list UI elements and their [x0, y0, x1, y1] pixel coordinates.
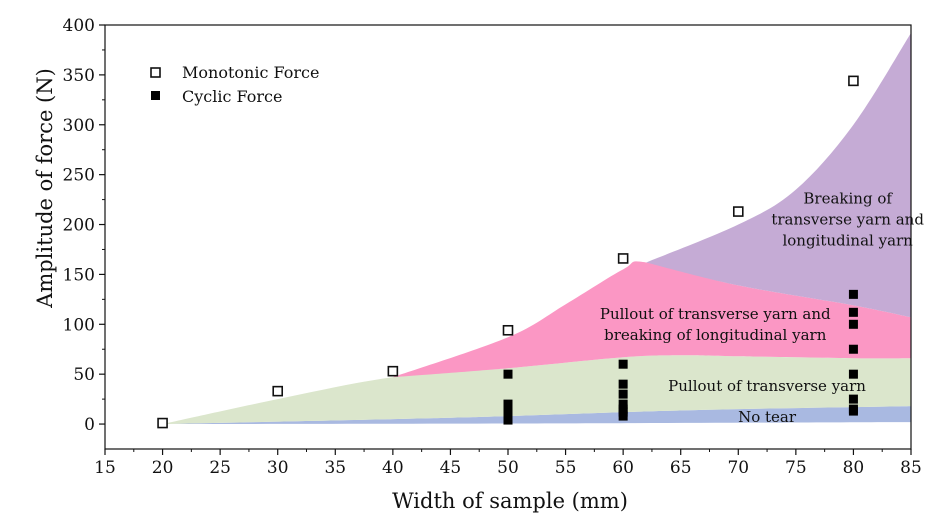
- cyclic-point-6: [618, 379, 628, 389]
- cyclic-point-19: [848, 406, 858, 416]
- monotonic-point-0: [157, 417, 168, 429]
- cyclic-point-12: [848, 289, 858, 299]
- region-label-3-0: Breaking of: [803, 190, 893, 208]
- y-tick-label-5: 250: [63, 166, 95, 186]
- cyclic-point-4: [503, 415, 513, 425]
- cyclic-point-3: [503, 409, 513, 419]
- x-tick-label-6: 45: [440, 458, 462, 478]
- x-tick-label-10: 65: [670, 458, 692, 478]
- y-tick-label-2: 100: [63, 315, 95, 335]
- y-tick-label-6: 300: [63, 116, 95, 136]
- legend-label-cyclic: Cyclic Force: [182, 87, 282, 106]
- y-tick-label-0: 0: [84, 415, 95, 435]
- legend-item-monotonic: Monotonic Force: [150, 63, 319, 82]
- cyclic-point-13: [848, 307, 858, 317]
- x-tick-label-5: 40: [382, 458, 404, 478]
- cyclic-point-2: [503, 404, 513, 414]
- x-tick-label-3: 30: [267, 458, 289, 478]
- cyclic-point-5: [618, 359, 628, 369]
- x-tick-label-7: 50: [497, 458, 519, 478]
- x-tick-label-11: 70: [727, 458, 749, 478]
- legend: Monotonic Force Cyclic Force: [150, 63, 319, 106]
- region-area-0: [162, 406, 912, 425]
- region-area-1: [162, 355, 912, 425]
- cyclic-point-11: [618, 411, 628, 421]
- x-tick-label-8: 55: [555, 458, 577, 478]
- region-label-3-2: longitudinal yarn: [782, 232, 913, 250]
- monotonic-point-4: [617, 253, 629, 264]
- region-label-1-0: Pullout of transverse yarn: [668, 377, 866, 395]
- monotonic-point-2: [387, 365, 399, 377]
- region-label-2-0: Pullout of transverse yarn and: [600, 305, 831, 323]
- region-label-0-0: No tear: [738, 408, 797, 426]
- monotonic-point-1: [272, 385, 284, 397]
- cyclic-point-7: [618, 389, 628, 399]
- x-tick-label-0: 15: [94, 458, 116, 478]
- region-layer: [162, 32, 912, 425]
- region-area-3: [646, 32, 911, 318]
- cyclic-point-8: [618, 399, 628, 409]
- x-tick-label-1: 20: [152, 458, 174, 478]
- region-area-2: [392, 261, 911, 378]
- legend-item-cyclic: Cyclic Force: [151, 87, 282, 106]
- region-label-2-1: breaking of longitudinal yarn: [604, 326, 827, 344]
- cyclic-point-17: [848, 394, 858, 404]
- open-square-marker-icon: [150, 67, 161, 78]
- x-tick-label-2: 25: [209, 458, 231, 478]
- x-tick-label-14: 85: [900, 458, 922, 478]
- filled-square-marker-icon: [151, 91, 160, 100]
- x-tick-label-4: 35: [324, 458, 346, 478]
- x-tick-label-13: 80: [843, 458, 865, 478]
- y-tick-label-8: 400: [63, 16, 95, 36]
- y-axis-title: Amplitude of force (N): [33, 68, 57, 309]
- cyclic-point-1: [503, 399, 513, 409]
- x-axis: 15 20 25 30 35 40 45 50 55 60 65 70 75 80 85: [94, 449, 922, 478]
- monotonic-point-5: [732, 206, 744, 217]
- cyclic-point-15: [848, 344, 858, 354]
- x-tick-label-12: 75: [785, 458, 807, 478]
- y-tick-label-7: 350: [63, 66, 95, 86]
- monotonic-point-3: [502, 324, 514, 336]
- region-label-3-1: transverse yarn and: [771, 211, 924, 229]
- cyclic-point-0: [503, 369, 513, 379]
- x-axis-title: Width of sample (mm): [392, 489, 628, 513]
- y-tick-label-4: 200: [63, 216, 95, 236]
- legend-label-monotonic: Monotonic Force: [182, 63, 319, 82]
- cyclic-point-16: [848, 369, 858, 379]
- x-tick-label-9: 60: [612, 458, 634, 478]
- data-point-layer: [157, 75, 859, 429]
- monotonic-point-6: [848, 75, 859, 87]
- cyclic-point-14: [848, 319, 858, 329]
- region-label-layer: No tear Pullout of transverse yarn Pullout…: [600, 190, 924, 427]
- y-tick-label-3: 150: [63, 265, 95, 285]
- y-tick-label-1: 50: [73, 365, 95, 385]
- y-axis: 0 50 100 150 200 250 300 350 400: [63, 16, 105, 435]
